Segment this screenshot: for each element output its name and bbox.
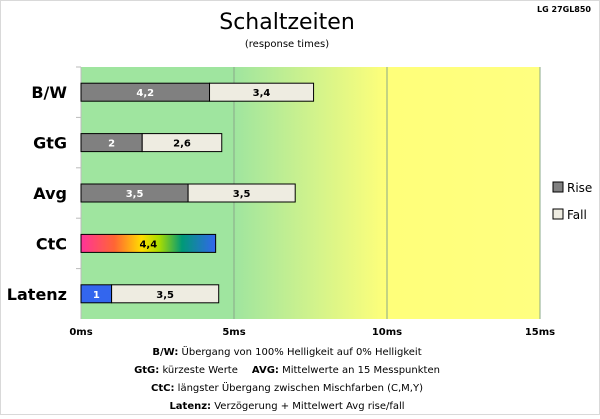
footnote-key: CtC: bbox=[151, 383, 174, 394]
x-tick-label: 15ms bbox=[525, 327, 555, 338]
data-label: 3,5 bbox=[126, 189, 144, 200]
legend-swatch-fall bbox=[552, 208, 564, 220]
footnote-text: längster Übergang zwischen Mischfarben (… bbox=[175, 381, 424, 394]
bar-fall bbox=[209, 82, 315, 102]
footnote-key: AVG: bbox=[252, 365, 279, 376]
footnote-key: GtG: bbox=[134, 365, 159, 376]
footnote-key: B/W: bbox=[152, 347, 178, 358]
data-label: 1 bbox=[93, 290, 100, 301]
x-tick-label: 0ms bbox=[69, 327, 92, 338]
category-label: Avg bbox=[33, 184, 67, 203]
data-label: 3,4 bbox=[253, 88, 271, 99]
data-label: 4,2 bbox=[136, 88, 154, 99]
category-label: CtC bbox=[36, 234, 67, 253]
x-tick-label: 5ms bbox=[222, 327, 245, 338]
category-label: Latenz bbox=[7, 285, 67, 304]
footnote: Latenz: Verzögerung + Mittelwert Avg ris… bbox=[169, 401, 404, 412]
legend-label-fall: Fall bbox=[567, 208, 587, 222]
bar-fall bbox=[141, 133, 223, 153]
bar-fall bbox=[187, 183, 296, 203]
legend-label-rise: Rise bbox=[567, 181, 592, 195]
bar-ctc bbox=[80, 233, 217, 253]
chart-subtitle: (response times) bbox=[245, 39, 329, 50]
legend-swatch-rise bbox=[552, 181, 564, 193]
x-tick-label: 10ms bbox=[372, 327, 402, 338]
footnote-key: Latenz: bbox=[169, 401, 211, 412]
chart-title: Schaltzeiten bbox=[219, 10, 355, 35]
category-label: GtG bbox=[33, 134, 67, 153]
footnote: GtG: kürzeste Werte AVG: Mittelwerte an 1… bbox=[134, 365, 440, 376]
monitor-model-label: LG 27GL850 bbox=[537, 5, 591, 14]
footnote: B/W: Übergang von 100% Helligkeit auf 0%… bbox=[152, 345, 421, 358]
data-label: 3,5 bbox=[233, 189, 251, 200]
footnote: CtC: längster Übergang zwischen Mischfar… bbox=[151, 381, 423, 394]
data-label: 2 bbox=[108, 139, 115, 150]
footnote-text: Mittelwerte an 15 Messpunkten bbox=[279, 365, 440, 376]
data-label: 4,4 bbox=[139, 239, 157, 250]
footnote-text: kürzeste Werte bbox=[159, 365, 238, 376]
footnote-text: Verzögerung + Mittelwert Avg rise/fall bbox=[211, 401, 405, 412]
footnote-text: Übergang von 100% Helligkeit auf 0% Hell… bbox=[178, 345, 421, 358]
category-label: B/W bbox=[31, 83, 67, 102]
bar-fall bbox=[111, 284, 220, 304]
data-label: 2,6 bbox=[173, 139, 191, 150]
data-label: 3,5 bbox=[156, 290, 174, 301]
